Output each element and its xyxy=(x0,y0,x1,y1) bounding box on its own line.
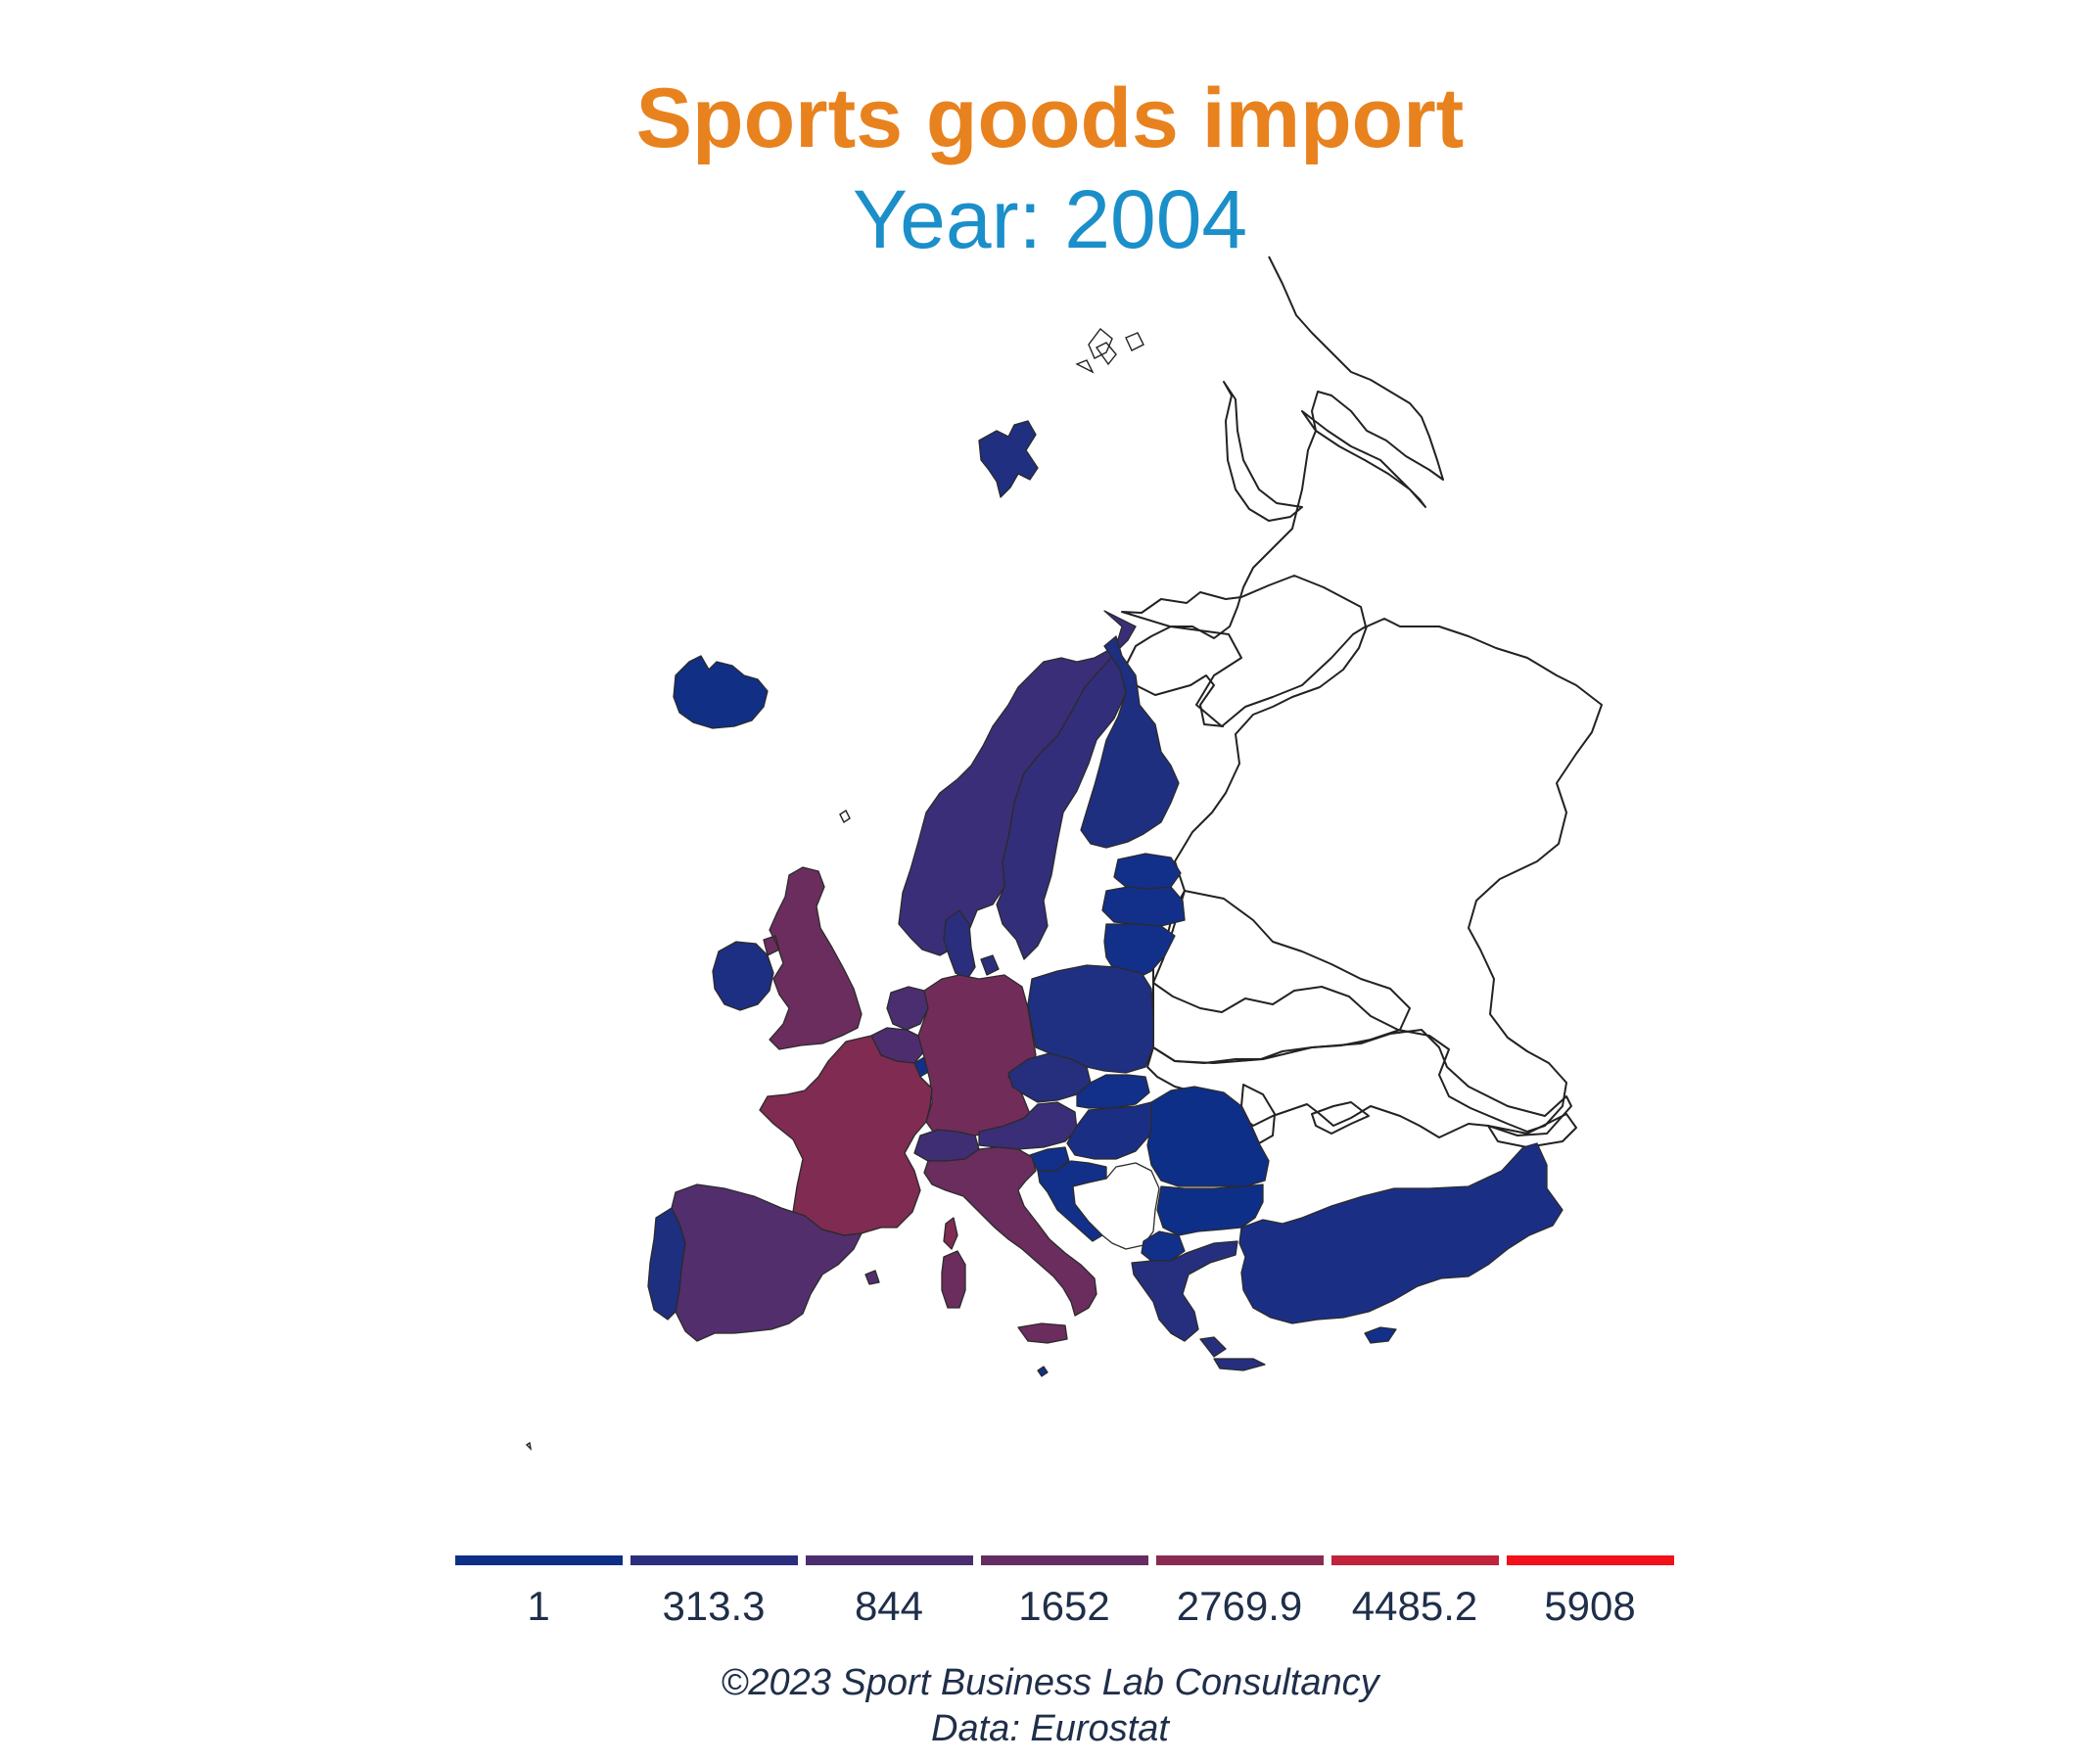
italy xyxy=(923,1146,1097,1344)
turkey xyxy=(1238,1142,1563,1324)
faroe-outline xyxy=(839,809,851,824)
bear-island-outline xyxy=(1088,327,1113,359)
legend-label-5: 2769.9 xyxy=(1176,1583,1303,1629)
legend-label-6: 4485.2 xyxy=(1351,1583,1478,1629)
germany xyxy=(917,974,1037,1136)
hungary xyxy=(1066,1101,1158,1160)
novaya-zemlya-outline xyxy=(1223,381,1426,522)
slovakia xyxy=(1076,1074,1150,1109)
map-title: Sports goods import xyxy=(635,71,1465,165)
malta xyxy=(1037,1366,1049,1377)
legend-swatch-3 xyxy=(806,1555,973,1565)
cyprus xyxy=(1364,1326,1397,1344)
ireland xyxy=(712,941,774,1011)
caucasus-outline xyxy=(1487,1113,1577,1148)
legend-swatch-7 xyxy=(1507,1555,1674,1565)
greece xyxy=(1131,1240,1266,1371)
legend-label-1: 1 xyxy=(527,1583,550,1629)
bulgaria xyxy=(1156,1183,1264,1236)
map-subtitle: Year: 2004 xyxy=(852,173,1248,265)
franz-josef-land-outline xyxy=(1075,332,1144,374)
north-macedonia xyxy=(1141,1230,1186,1262)
legend-label-7: 5908 xyxy=(1544,1583,1636,1629)
canary-speck-outline xyxy=(525,1441,533,1452)
copyright-caption: ©2023 Sport Business Lab Consultancy xyxy=(721,1662,1379,1703)
legend-label-3: 844 xyxy=(854,1583,924,1629)
belarus-outline xyxy=(1152,890,1411,1064)
netherlands xyxy=(886,986,929,1031)
legend-swatch-6 xyxy=(1331,1555,1499,1565)
corsica xyxy=(943,1217,958,1250)
legend-label-4: 1652 xyxy=(1018,1583,1110,1629)
france xyxy=(759,1035,933,1236)
united-kingdom xyxy=(763,866,863,1050)
iceland xyxy=(673,655,769,729)
russia-north-coast-outline xyxy=(1125,255,1444,727)
portugal xyxy=(647,1207,686,1321)
svalbard xyxy=(978,420,1039,498)
crimea-outline xyxy=(1311,1101,1370,1135)
denmark xyxy=(943,909,1000,980)
lithuania xyxy=(1103,923,1176,980)
legend-swatch-1 xyxy=(455,1555,623,1565)
russia-outline xyxy=(1121,575,1603,1133)
legend-swatch-2 xyxy=(630,1555,798,1565)
legend-swatch-5 xyxy=(1156,1555,1324,1565)
data-source-caption: Data: Eurostat xyxy=(931,1708,1169,1749)
romania xyxy=(1146,1086,1270,1187)
poland xyxy=(1027,964,1154,1074)
legend-color-bar xyxy=(455,1555,1674,1565)
legend-label-2: 313.3 xyxy=(662,1583,766,1629)
latvia xyxy=(1101,886,1186,927)
legend-swatch-4 xyxy=(981,1555,1148,1565)
estonia xyxy=(1113,853,1182,890)
sardinia xyxy=(941,1250,966,1309)
finland xyxy=(1080,635,1180,849)
